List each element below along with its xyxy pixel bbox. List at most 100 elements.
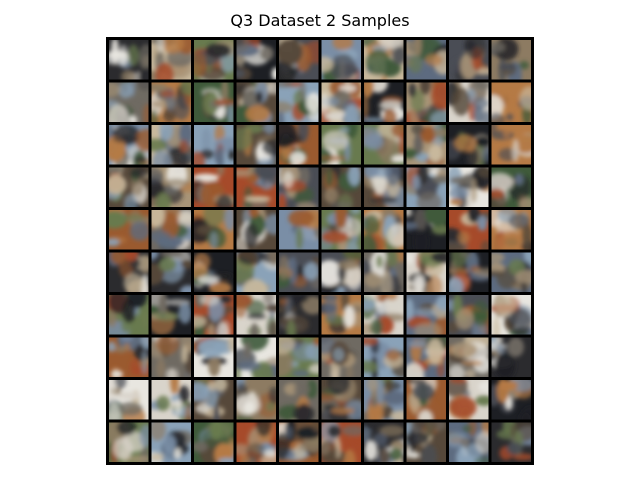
- sample-tile: [151, 422, 191, 462]
- sample-tile: [406, 422, 446, 462]
- sample-tile: [194, 337, 234, 377]
- sample-tile: [321, 337, 361, 377]
- sample-tile: [236, 295, 276, 335]
- sample-tile: [151, 82, 191, 122]
- sample-tile: [449, 295, 489, 335]
- sample-tile: [406, 337, 446, 377]
- sample-tile: [279, 125, 319, 165]
- sample-tile: [194, 422, 234, 462]
- sample-tile: [279, 337, 319, 377]
- sample-tile: [194, 380, 234, 420]
- sample-tile: [279, 40, 319, 80]
- sample-tile: [491, 40, 531, 80]
- sample-grid-canvas: [109, 40, 531, 462]
- sample-tile: [151, 252, 191, 292]
- sample-tile: [279, 210, 319, 250]
- sample-image-grid: [106, 37, 534, 465]
- sample-tile: [151, 380, 191, 420]
- sample-tile: [236, 422, 276, 462]
- sample-tile: [491, 167, 531, 207]
- sample-tile: [364, 337, 404, 377]
- sample-tile: [449, 167, 489, 207]
- sample-tile: [321, 210, 361, 250]
- sample-tile: [109, 380, 149, 420]
- sample-tile: [364, 125, 404, 165]
- sample-tile: [109, 337, 149, 377]
- sample-tile: [109, 252, 149, 292]
- sample-tile: [236, 82, 276, 122]
- sample-tile: [449, 40, 489, 80]
- sample-tile: [321, 125, 361, 165]
- sample-tile: [364, 40, 404, 80]
- sample-tile: [491, 295, 531, 335]
- sample-tile: [364, 422, 404, 462]
- sample-tile: [279, 82, 319, 122]
- sample-tile: [236, 167, 276, 207]
- sample-tile: [364, 252, 404, 292]
- sample-tile: [194, 82, 234, 122]
- sample-tile: [449, 125, 489, 165]
- sample-tile: [236, 125, 276, 165]
- sample-tile: [236, 337, 276, 377]
- sample-tile: [194, 252, 234, 292]
- sample-tile: [364, 295, 404, 335]
- sample-tile: [194, 40, 234, 80]
- sample-tile: [364, 210, 404, 250]
- sample-tile: [491, 125, 531, 165]
- sample-tile: [109, 125, 149, 165]
- sample-tile: [321, 167, 361, 207]
- sample-tile: [406, 40, 446, 80]
- sample-tile: [406, 167, 446, 207]
- sample-tile: [279, 380, 319, 420]
- sample-tile: [406, 210, 446, 250]
- sample-tile: [321, 380, 361, 420]
- sample-tile: [491, 380, 531, 420]
- sample-tile: [491, 252, 531, 292]
- sample-tile: [406, 252, 446, 292]
- sample-tile: [449, 337, 489, 377]
- sample-tile: [151, 295, 191, 335]
- sample-tile: [151, 210, 191, 250]
- sample-tile: [194, 295, 234, 335]
- sample-tile: [364, 82, 404, 122]
- sample-tile: [151, 40, 191, 80]
- sample-tile: [236, 252, 276, 292]
- sample-tile: [109, 40, 149, 80]
- sample-tile: [279, 295, 319, 335]
- sample-tile: [109, 167, 149, 207]
- sample-tile: [109, 295, 149, 335]
- sample-tile: [236, 380, 276, 420]
- sample-tile: [364, 380, 404, 420]
- sample-tile: [321, 82, 361, 122]
- sample-tile: [151, 337, 191, 377]
- sample-tile: [449, 380, 489, 420]
- figure-title: Q3 Dataset 2 Samples: [230, 11, 410, 30]
- sample-tile: [279, 422, 319, 462]
- sample-tile: [449, 210, 489, 250]
- sample-tile: [491, 210, 531, 250]
- sample-tile: [491, 82, 531, 122]
- sample-tile: [279, 252, 319, 292]
- sample-tile: [449, 252, 489, 292]
- sample-tile: [406, 82, 446, 122]
- sample-tile: [406, 295, 446, 335]
- sample-tile: [194, 125, 234, 165]
- sample-tile: [321, 295, 361, 335]
- sample-tile: [364, 167, 404, 207]
- sample-tile: [151, 167, 191, 207]
- sample-tile: [491, 422, 531, 462]
- sample-tile: [194, 167, 234, 207]
- sample-tile: [109, 210, 149, 250]
- sample-tile: [449, 422, 489, 462]
- sample-tile: [491, 337, 531, 377]
- sample-tile: [449, 82, 489, 122]
- sample-tile: [321, 422, 361, 462]
- sample-tile: [109, 82, 149, 122]
- sample-tile: [151, 125, 191, 165]
- sample-tile: [406, 125, 446, 165]
- sample-tile: [279, 167, 319, 207]
- sample-tile: [194, 210, 234, 250]
- sample-tile: [406, 380, 446, 420]
- sample-tile: [236, 210, 276, 250]
- sample-tile: [236, 40, 276, 80]
